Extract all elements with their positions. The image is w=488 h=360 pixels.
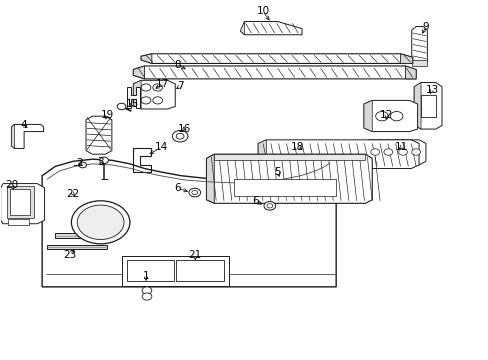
Text: 19: 19 <box>100 110 113 120</box>
Circle shape <box>153 97 162 104</box>
Circle shape <box>117 103 126 110</box>
Text: 21: 21 <box>188 250 201 260</box>
Text: 5: 5 <box>274 167 281 177</box>
Polygon shape <box>258 140 418 168</box>
Circle shape <box>142 287 152 294</box>
Polygon shape <box>122 256 228 286</box>
Polygon shape <box>214 154 365 160</box>
Polygon shape <box>206 154 371 203</box>
Circle shape <box>141 84 151 91</box>
Text: 12: 12 <box>380 110 393 120</box>
Text: 2: 2 <box>76 158 83 168</box>
Polygon shape <box>0 184 44 224</box>
Polygon shape <box>411 27 427 63</box>
Polygon shape <box>363 100 371 132</box>
Circle shape <box>141 97 151 104</box>
Text: 18: 18 <box>290 142 303 152</box>
Text: 4: 4 <box>21 121 27 130</box>
Polygon shape <box>405 66 415 79</box>
Circle shape <box>266 204 272 208</box>
Circle shape <box>411 149 420 155</box>
Polygon shape <box>133 66 415 79</box>
Circle shape <box>370 149 379 155</box>
Polygon shape <box>42 159 335 287</box>
Polygon shape <box>413 82 420 129</box>
Polygon shape <box>361 140 368 165</box>
Text: 22: 22 <box>66 189 80 199</box>
Circle shape <box>188 188 200 197</box>
Polygon shape <box>363 100 417 132</box>
Text: 3: 3 <box>97 157 104 167</box>
Text: 1: 1 <box>142 271 149 281</box>
Text: 16: 16 <box>177 124 190 134</box>
Text: 11: 11 <box>394 142 407 152</box>
Text: 10: 10 <box>256 6 269 17</box>
Polygon shape <box>176 260 224 281</box>
Polygon shape <box>133 80 141 109</box>
Polygon shape <box>6 186 34 218</box>
Polygon shape <box>127 260 173 281</box>
Text: 6: 6 <box>251 196 258 206</box>
Circle shape <box>264 202 275 210</box>
Polygon shape <box>11 125 43 148</box>
Polygon shape <box>258 140 266 168</box>
Polygon shape <box>240 22 244 35</box>
Circle shape <box>71 201 130 244</box>
Circle shape <box>191 190 197 195</box>
Text: 14: 14 <box>155 142 168 152</box>
Circle shape <box>153 84 162 91</box>
Polygon shape <box>240 22 302 35</box>
Circle shape <box>398 149 407 155</box>
Polygon shape <box>127 87 140 108</box>
Text: 17: 17 <box>156 79 169 89</box>
Circle shape <box>77 205 124 239</box>
Polygon shape <box>11 125 14 148</box>
Polygon shape <box>10 189 30 215</box>
Polygon shape <box>47 245 107 249</box>
Polygon shape <box>55 233 109 238</box>
Circle shape <box>172 131 187 142</box>
Polygon shape <box>133 66 144 79</box>
Polygon shape <box>233 179 335 196</box>
Polygon shape <box>86 116 112 154</box>
Text: 8: 8 <box>174 59 180 69</box>
Text: 13: 13 <box>425 85 438 95</box>
Polygon shape <box>206 154 214 203</box>
Circle shape <box>389 112 402 121</box>
Polygon shape <box>141 54 152 63</box>
Polygon shape <box>8 219 29 225</box>
Circle shape <box>100 157 108 163</box>
Circle shape <box>142 293 152 300</box>
Circle shape <box>79 162 86 168</box>
Polygon shape <box>133 80 175 109</box>
Polygon shape <box>141 54 412 63</box>
Polygon shape <box>411 60 427 66</box>
Text: 15: 15 <box>125 99 139 109</box>
Text: 6: 6 <box>174 183 180 193</box>
Text: 20: 20 <box>5 180 18 190</box>
Text: 7: 7 <box>177 81 183 91</box>
Circle shape <box>176 134 183 139</box>
Polygon shape <box>400 54 412 63</box>
Polygon shape <box>413 82 441 129</box>
Circle shape <box>375 112 387 121</box>
Circle shape <box>383 149 392 155</box>
Polygon shape <box>420 95 435 117</box>
Text: 9: 9 <box>422 22 428 32</box>
Polygon shape <box>361 140 425 165</box>
Text: 23: 23 <box>63 249 77 260</box>
